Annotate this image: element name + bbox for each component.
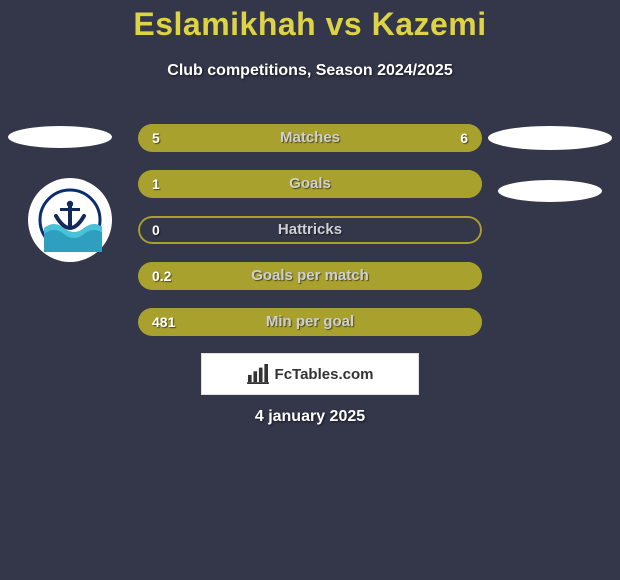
stat-label: Goals <box>138 170 482 198</box>
bar-chart-icon <box>247 364 269 384</box>
player-photo-left <box>8 126 112 148</box>
stat-row: 481Min per goal <box>138 308 482 336</box>
stat-label: Matches <box>138 124 482 152</box>
club-badge <box>28 178 112 262</box>
stat-row: 56Matches <box>138 124 482 152</box>
player-photo-right-bottom <box>498 180 602 202</box>
stats-comparison: 56Matches 1Goals 0Hattricks 0.2Goals per ma… <box>138 124 482 354</box>
stat-label: Min per goal <box>138 308 482 336</box>
brand-box: FcTables.com <box>201 353 419 395</box>
footer-date: 4 january 2025 <box>0 408 620 426</box>
stat-label: Goals per match <box>138 262 482 290</box>
page-subtitle: Club competitions, Season 2024/2025 <box>0 62 620 80</box>
malavan-badge-icon <box>38 188 102 252</box>
player-photo-right-top <box>488 126 612 150</box>
stat-row: 0Hattricks <box>138 216 482 244</box>
stat-label: Hattricks <box>138 216 482 244</box>
stat-row: 1Goals <box>138 170 482 198</box>
brand-text: FcTables.com <box>275 366 374 383</box>
page-title: Eslamikhah vs Kazemi <box>0 6 620 43</box>
stat-row: 0.2Goals per match <box>138 262 482 290</box>
